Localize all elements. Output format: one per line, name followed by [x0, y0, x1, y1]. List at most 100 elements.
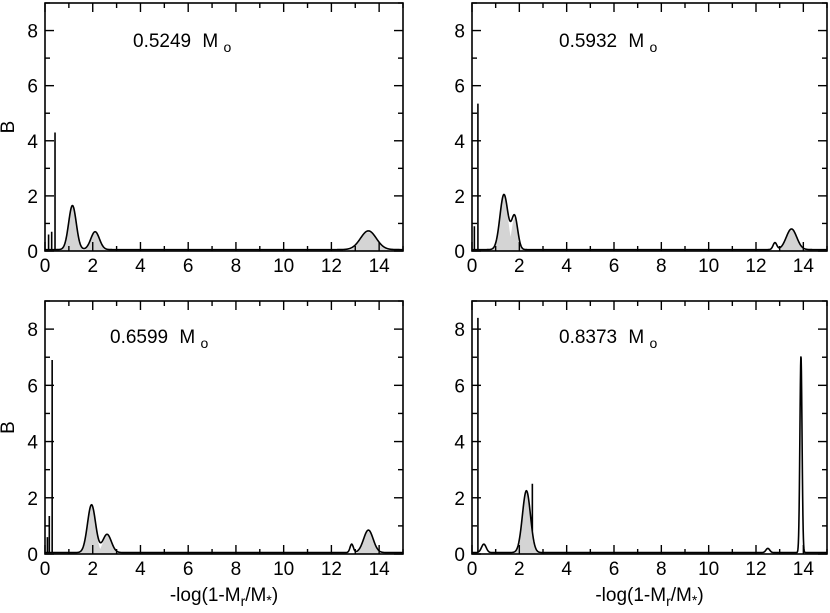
ticks: [44, 300, 404, 555]
panel-top-left: 0 2 4 6 8 10 12 14 0 2 4 6 8 0.5249 M o B: [0, 2, 404, 277]
y-tick-label: 6: [454, 77, 465, 98]
y-tick-labels: 0 2 4 6 8: [27, 320, 38, 566]
x-tick-labels: 0 2 4 6 8 10 12 14: [467, 256, 815, 277]
filled-area: [79, 506, 383, 554]
x-axis-label-part: *: [692, 592, 698, 608]
x-axis-label-part: -log(1-M: [170, 585, 241, 606]
plot-frame: [44, 2, 404, 252]
x-tick-label: 4: [135, 256, 146, 277]
panel-label-value: 0.5249: [133, 31, 191, 52]
y-tick-label: 4: [454, 433, 465, 454]
y-axis-label: B: [0, 121, 19, 134]
panel-label-value: 0.8373: [559, 327, 617, 348]
panel-label: 0.5249 M o: [133, 31, 232, 55]
x-tick-label: 2: [514, 256, 525, 277]
x-tick-label: 12: [321, 559, 342, 580]
y-tick-labels: 0 2 4 6 8: [454, 320, 465, 566]
data-line: [45, 132, 403, 251]
panel-label-unit: M: [628, 327, 644, 348]
x-axis-label: -log(1-Mr/M*): [595, 585, 703, 609]
panel-label: 0.6599 M o: [110, 327, 209, 351]
x-axis-label-part: r: [241, 593, 246, 609]
y-tick-label: 2: [27, 187, 38, 208]
ticks: [471, 300, 828, 555]
x-tick-label: 10: [698, 256, 719, 277]
ticks: [471, 2, 828, 252]
x-tick-label: 14: [793, 256, 815, 277]
panel-bottom-right: 0 2 4 6 8 10 12 14 0 2 4 6 8 0.8373 M o -log(1-Mr/M…: [454, 300, 828, 609]
x-tick-label: 0: [467, 256, 478, 277]
x-tick-label: 12: [745, 559, 766, 580]
x-tick-label: 10: [273, 256, 294, 277]
x-tick-labels: 0 2 4 6 8 10 12 14: [467, 559, 815, 580]
y-tick-label: 4: [27, 132, 38, 153]
x-tick-label: 14: [793, 559, 815, 580]
y-tick-label: 8: [454, 320, 465, 341]
x-axis-label-part: -log(1-M: [595, 585, 666, 606]
x-axis-label-part: ): [272, 585, 278, 606]
y-tick-label: 0: [454, 545, 465, 566]
x-tick-label: 8: [656, 256, 667, 277]
y-axis-label: B: [0, 421, 19, 434]
plot-frame: [44, 300, 404, 555]
data-line: [45, 360, 403, 554]
panel-label: 0.5932 M o: [559, 31, 658, 55]
x-tick-labels: 0 2 4 6 8 10 12 14: [40, 256, 390, 277]
x-tick-label: 8: [231, 256, 242, 277]
y-tick-labels: 0 2 4 6 8: [27, 22, 38, 263]
x-tick-label: 4: [135, 559, 146, 580]
x-tick-label: 4: [561, 256, 572, 277]
x-tick-label: 6: [183, 559, 194, 580]
panel-top-right: 0 2 4 6 8 10 12 14 0 2 4 6 8 0.5932 M o: [454, 2, 828, 277]
y-tick-label: 8: [454, 22, 465, 43]
y-tick-labels: 0 2 4 6 8: [454, 22, 465, 263]
panel-label-value: 0.5932: [559, 31, 617, 52]
panel-label-value: 0.6599: [110, 327, 168, 348]
filled-area: [60, 206, 393, 251]
y-tick-label: 8: [27, 22, 38, 43]
x-tick-label: 0: [40, 256, 51, 277]
x-tick-label: 14: [369, 256, 391, 277]
x-axis-label-part: /M: [671, 585, 692, 606]
x-tick-label: 2: [87, 256, 98, 277]
panel-label: 0.8373 M o: [559, 327, 658, 351]
panel-label-unit: M: [628, 31, 644, 52]
panel-bottom-left: 0 2 4 6 8 10 12 14 0 2 4 6 8 0.6599 M o B -log(1-Mr…: [0, 300, 404, 609]
x-tick-label: 0: [467, 559, 478, 580]
panel-label-unit: M: [202, 31, 218, 52]
x-tick-label: 10: [698, 559, 719, 580]
filled-area: [491, 195, 808, 251]
panel-label-subscript: o: [650, 39, 658, 55]
y-tick-label: 0: [27, 242, 38, 263]
x-tick-label: 8: [231, 559, 242, 580]
y-tick-label: 2: [454, 489, 465, 510]
plot-frame: [471, 300, 828, 555]
data-line: [472, 317, 827, 554]
panel-label-unit: M: [179, 327, 195, 348]
y-tick-label: 4: [454, 132, 465, 153]
x-tick-label: 2: [514, 559, 525, 580]
y-tick-label: 6: [27, 376, 38, 397]
x-tick-label: 0: [40, 559, 51, 580]
x-tick-label: 14: [369, 559, 391, 580]
x-tick-label: 6: [609, 256, 620, 277]
y-tick-label: 0: [27, 545, 38, 566]
x-tick-label: 8: [656, 559, 667, 580]
y-tick-label: 2: [454, 187, 465, 208]
panel-label-subscript: o: [224, 39, 232, 55]
y-tick-label: 6: [454, 376, 465, 397]
x-tick-label: 12: [745, 256, 766, 277]
x-tick-label: 2: [87, 559, 98, 580]
x-axis-label: -log(1-Mr/M*): [170, 585, 278, 609]
y-tick-label: 4: [27, 433, 38, 454]
panel-label-subscript: o: [650, 335, 658, 351]
filled-area: [514, 492, 539, 554]
x-axis-label-part: *: [266, 592, 272, 608]
y-tick-label: 2: [27, 489, 38, 510]
x-axis-label-part: /M: [245, 585, 266, 606]
x-tick-label: 12: [321, 256, 342, 277]
y-tick-label: 0: [454, 242, 465, 263]
x-tick-labels: 0 2 4 6 8 10 12 14: [40, 559, 390, 580]
x-tick-label: 6: [609, 559, 620, 580]
